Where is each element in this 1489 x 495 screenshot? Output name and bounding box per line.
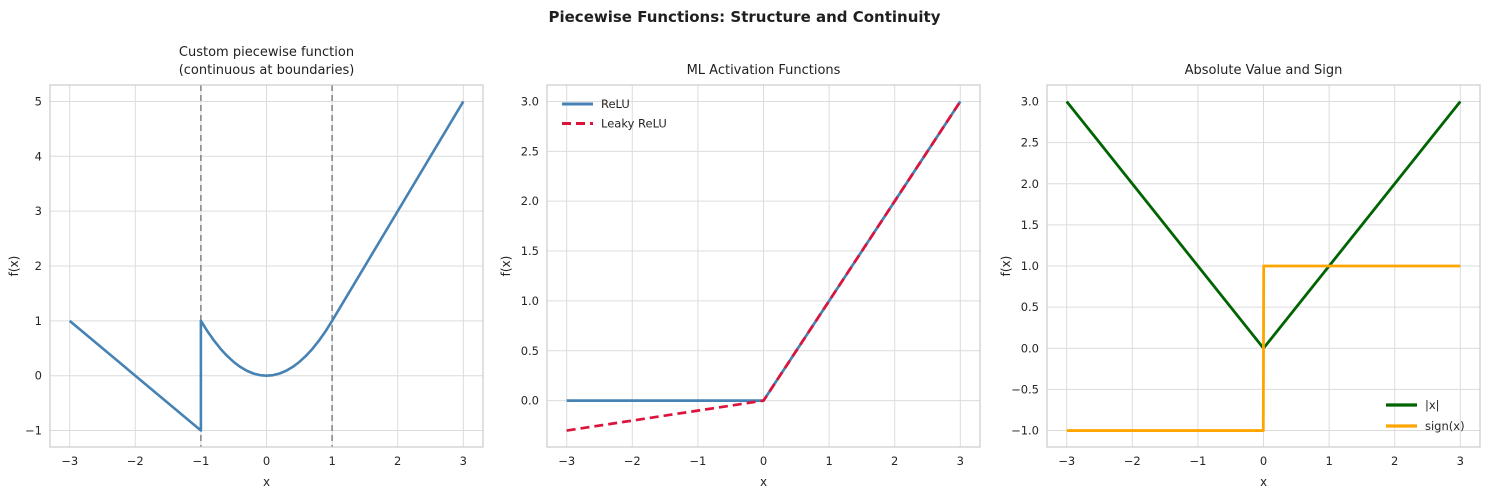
x-axis-label: x <box>263 475 270 489</box>
y-tick-label: 2.0 <box>521 194 539 208</box>
axes-frame <box>49 84 484 448</box>
y-tick-label: 2.5 <box>1021 136 1039 150</box>
x-tick-label: 1 <box>825 454 832 468</box>
y-tick-label: 4 <box>35 149 42 163</box>
x-tick-label: −1 <box>192 454 209 468</box>
x-tick-label: 0 <box>263 454 270 468</box>
y-tick-label: −1.0 <box>1011 424 1039 438</box>
x-axis-label: x <box>760 475 767 489</box>
y-tick-label: 3.0 <box>521 94 539 108</box>
x-tick-label: 2 <box>1391 454 1398 468</box>
legend-label-ReLU: ReLU <box>601 97 630 111</box>
x-tick-label: 2 <box>891 454 898 468</box>
x-tick-label: 3 <box>957 454 964 468</box>
x-tick-label: 0 <box>1260 454 1267 468</box>
series-path-Leaky ReLU <box>566 100 962 432</box>
y-tick-label: 0 <box>35 369 42 383</box>
x-tick-label: −2 <box>127 454 144 468</box>
x-tick-label: 1 <box>1325 454 1332 468</box>
y-tick-label: 2.5 <box>521 144 539 158</box>
y-tick-label: 0.5 <box>521 344 539 358</box>
y-tick-label: 1.0 <box>1021 259 1039 273</box>
x-tick-label: −1 <box>1189 454 1206 468</box>
x-tick-label: −3 <box>1058 454 1075 468</box>
series-path-sign(x) <box>1066 264 1461 432</box>
y-tick-label: 1.5 <box>521 244 539 258</box>
legend-label-sign(x): sign(x) <box>1425 419 1465 433</box>
y-axis-label: f(x) <box>999 256 1013 277</box>
axes-frame <box>546 84 981 448</box>
subplot-title: ML Activation Functions <box>687 63 841 78</box>
y-tick-label: −0.5 <box>1011 382 1039 396</box>
series-path-piecewise <box>68 100 465 432</box>
legend-label-|x|: |x| <box>1425 398 1440 412</box>
x-tick-label: 1 <box>328 454 335 468</box>
x-tick-label: −2 <box>1124 454 1141 468</box>
y-tick-label: 1.0 <box>521 294 539 308</box>
legend-label-Leaky ReLU: Leaky ReLU <box>601 117 667 131</box>
x-tick-label: 2 <box>394 454 401 468</box>
y-tick-label: 3.0 <box>1021 94 1039 108</box>
subplot-title-line1: Custom piecewise function <box>179 45 354 60</box>
x-tick-label: −3 <box>558 454 575 468</box>
y-tick-label: 2.0 <box>1021 177 1039 191</box>
y-tick-label: 3 <box>35 204 42 218</box>
x-tick-label: −2 <box>624 454 641 468</box>
subplot-1: −3 −2 −1 0 1 2 3 −1 0 1 2 3 4 5 Custom piecewise funct… <box>7 45 484 489</box>
y-tick-label: −1 <box>25 424 42 438</box>
x-tick-label: −3 <box>61 454 78 468</box>
y-tick-label: 0.0 <box>1021 341 1039 355</box>
y-tick-label: 0.0 <box>521 394 539 408</box>
subplot-2: −3 −2 −1 0 1 2 3 0.0 0.5 1.0 1.5 2.0 2.5 3.0 ML Activa… <box>499 63 981 489</box>
subplot-title-line2: (continuous at boundaries) <box>179 63 355 78</box>
subplot-title: Absolute Value and Sign <box>1185 63 1343 78</box>
x-tick-label: 0 <box>760 454 767 468</box>
x-tick-label: −1 <box>689 454 706 468</box>
figure-suptitle: Piecewise Functions: Structure and Conti… <box>548 8 941 26</box>
y-tick-label: 0.5 <box>1021 300 1039 314</box>
x-tick-label: 3 <box>1457 454 1464 468</box>
y-tick-label: 1.5 <box>1021 218 1039 232</box>
y-axis-label: f(x) <box>7 256 21 277</box>
y-tick-label: 1 <box>35 314 42 328</box>
axes-frame <box>1046 84 1481 448</box>
x-axis-label: x <box>1260 475 1267 489</box>
y-axis-label: f(x) <box>499 256 513 277</box>
x-tick-label: 3 <box>460 454 467 468</box>
y-tick-label: 5 <box>35 94 42 108</box>
y-tick-label: 2 <box>35 259 42 273</box>
subplot-3: −3 −2 −1 0 1 2 3 −1.0 −0.5 0.0 0.5 1.0 1.5 2.0 2.5 3.0 A… <box>999 63 1481 489</box>
